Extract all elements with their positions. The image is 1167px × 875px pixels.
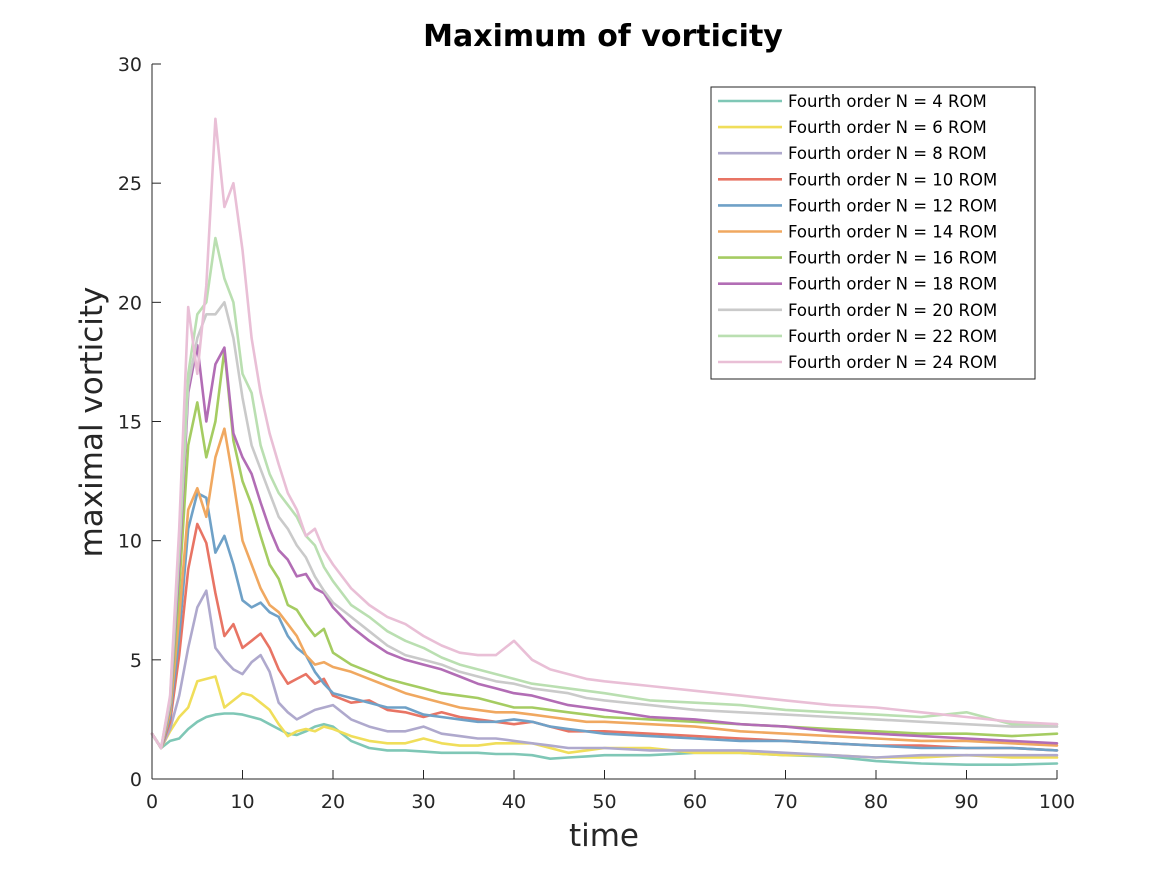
legend-label: Fourth order N = 10 ROM — [788, 170, 997, 189]
series-line-fourth-order-n-24-rom — [150, 117, 1059, 750]
y-tick-label: 5 — [130, 650, 142, 672]
y-tick-label: 10 — [118, 531, 142, 553]
y-tick-label: 30 — [118, 54, 142, 76]
y-tick-label: 0 — [130, 769, 142, 791]
y-tick-label: 20 — [118, 292, 142, 314]
legend-label: Fourth order N = 16 ROM — [788, 249, 997, 268]
x-axis-label: time — [569, 818, 639, 854]
legend-label: Fourth order N = 4 ROM — [788, 92, 987, 111]
series-line-fourth-order-n-6-rom — [150, 675, 1059, 759]
legend-label: Fourth order N = 12 ROM — [788, 196, 997, 215]
legend-label: Fourth order N = 18 ROM — [788, 275, 997, 294]
legend-label: Fourth order N = 24 ROM — [788, 353, 997, 372]
legend: Fourth order N = 4 ROM Fourth order N = 6… — [710, 86, 1036, 380]
x-tick-label: 20 — [321, 791, 345, 813]
x-tick-label: 40 — [502, 791, 526, 813]
series-line-fourth-order-n-8-rom — [150, 589, 1059, 759]
x-tick-label: 30 — [411, 791, 435, 813]
y-tick-label: 15 — [118, 412, 142, 434]
series-line-fourth-order-n-22-rom — [150, 236, 1059, 750]
x-ticks: 0 10 20 30 40 50 60 70 80 90 100 — [146, 770, 1075, 813]
x-tick-label: 90 — [954, 791, 978, 813]
series-line-fourth-order-n-20-rom — [150, 300, 1059, 750]
legend-box — [710, 86, 1036, 380]
series-line-fourth-order-n-14-rom — [150, 427, 1059, 750]
x-tick-label: 10 — [230, 791, 254, 813]
x-tick-label: 0 — [146, 791, 158, 813]
y-ticks: 0 5 10 15 20 25 30 — [118, 54, 161, 791]
legend-label: Fourth order N = 22 ROM — [788, 327, 997, 346]
legend-label: Fourth order N = 6 ROM — [788, 118, 987, 137]
x-tick-label: 70 — [773, 791, 797, 813]
legend-label: Fourth order N = 8 ROM — [788, 144, 987, 163]
legend-label: Fourth order N = 14 ROM — [788, 223, 997, 242]
series-line-fourth-order-n-12-rom — [150, 491, 1059, 752]
y-tick-label: 25 — [118, 173, 142, 195]
x-tick-label: 60 — [683, 791, 707, 813]
x-tick-label: 80 — [864, 791, 888, 813]
legend-label: Fourth order N = 20 ROM — [788, 301, 997, 320]
y-axis-label: maximal vorticity — [74, 287, 110, 558]
series-line-fourth-order-n-16-rom — [150, 348, 1059, 750]
x-tick-label: 100 — [1039, 791, 1075, 813]
plot-lines — [150, 117, 1059, 767]
x-tick-label: 50 — [592, 791, 616, 813]
chart-title: Maximum of vorticity — [423, 19, 783, 54]
series-line-fourth-order-n-18-rom — [150, 343, 1059, 750]
